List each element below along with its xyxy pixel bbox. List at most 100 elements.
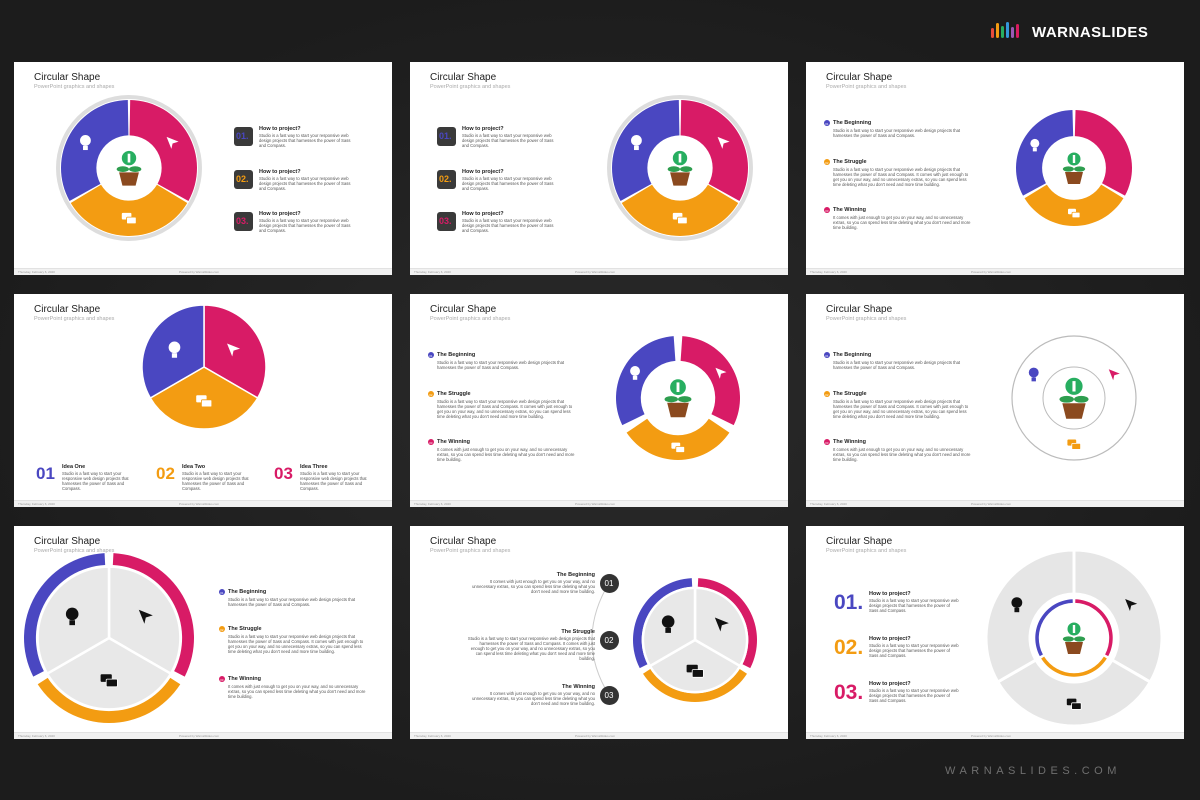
item-number: 01 (825, 353, 829, 358)
footer-credit: Powered by WarnaSlides.com (575, 502, 616, 507)
segment (626, 418, 730, 460)
item-heading: The Struggle (561, 629, 595, 635)
item-body: Studio is a fast way to start your respo… (228, 597, 356, 607)
plant-leaf (1062, 636, 1074, 642)
item-body: Studio is a fast way to start your respo… (259, 218, 351, 233)
plant-coin-mark (127, 153, 131, 163)
item-heading: The Beginning (228, 589, 267, 595)
plant-leaf (680, 166, 693, 172)
bulb-icon (1011, 597, 1023, 608)
item-number: 03 (274, 464, 293, 483)
segment (1072, 548, 1164, 685)
number-dot: 02 (824, 391, 830, 397)
item-number: 02. (236, 174, 249, 184)
item-number: 02 (429, 392, 433, 397)
item-body: It comes with just enough to get you on … (228, 684, 366, 699)
item-number: 01. (236, 131, 249, 141)
plant-coin-mark (1072, 155, 1076, 163)
slide: Circular Shape PowerPoint graphics and sh… (410, 62, 788, 275)
item-number: 01. (439, 131, 452, 141)
plant-pot (670, 172, 690, 186)
item-body: Studio is a fast way to start your respo… (437, 360, 565, 370)
bulb-icon (630, 366, 640, 376)
plant-leaf (116, 166, 129, 172)
bulb-icon (665, 628, 671, 633)
slide-title: Circular Shape (826, 304, 893, 315)
item-heading: How to project? (259, 211, 301, 217)
cursor-icon (715, 367, 727, 379)
item-body: Studio is a fast way to start your respo… (437, 399, 573, 419)
plant-coin-mark (678, 153, 682, 163)
item-body: Studio is a fast way to start your respo… (259, 133, 351, 148)
bulb-icon (632, 375, 638, 380)
segment (995, 657, 1153, 728)
bulb-icon (634, 145, 639, 151)
cursor-icon (717, 136, 730, 149)
slide-title: Circular Shape (430, 536, 497, 547)
plant-leaf (1059, 395, 1074, 403)
slide-graphic (24, 553, 194, 723)
plant-coin-mark (676, 382, 680, 392)
item-heading: The Beginning (556, 572, 595, 578)
slide-title: Circular Shape (34, 536, 101, 547)
item-body: Studio is a fast way to start your respo… (300, 471, 367, 491)
cursor-icon (1108, 369, 1120, 381)
chat-icon (1071, 702, 1082, 710)
slide-graphic (616, 336, 740, 460)
footer-credit: Powered by WarnaSlides.com (971, 502, 1012, 507)
segment (112, 553, 194, 677)
slide: Circular Shape PowerPoint graphics and sh… (410, 294, 788, 507)
item-body: Studio is a fast way to start your respo… (62, 471, 129, 491)
item-number: 02 (825, 392, 829, 397)
segment (1041, 656, 1107, 677)
brand-logo (991, 22, 1019, 38)
segment (1016, 110, 1074, 196)
item-body: Studio is a fast way to start your respo… (228, 634, 364, 654)
number-box: 02. (234, 170, 253, 189)
bulb-icon (171, 353, 178, 358)
item-number: 03 (825, 208, 829, 213)
item-body: It comes with just enough to get you on … (472, 579, 595, 594)
number-circle: 03 (600, 686, 619, 705)
item-body: It comes with just enough to get you on … (437, 447, 575, 462)
item-heading: The Struggle (833, 391, 867, 397)
segment (984, 548, 1076, 685)
item-number: 03. (834, 681, 864, 704)
slide: Circular Shape PowerPoint graphics and sh… (806, 526, 1184, 739)
number-dot: 03 (219, 676, 225, 682)
item-heading: How to project? (462, 126, 504, 132)
footer-date: Thursday, February 6, 2020 (18, 734, 55, 739)
slide: Circular Shape PowerPoint graphics and sh… (14, 526, 392, 739)
segment (680, 100, 748, 201)
footer-credit: Powered by WarnaSlides.com (575, 734, 616, 739)
bulb-icon (1028, 367, 1039, 378)
slide-footer: Thursday, February 6, 2020 Powered by War… (806, 500, 1184, 507)
item-heading: The Winning (833, 207, 866, 213)
item-body: It comes with just enough to get you on … (472, 691, 595, 706)
slide-subtitle: PowerPoint graphics and shapes (826, 548, 907, 554)
cursor-icon (227, 343, 241, 357)
item-body: Studio is a fast way to start your respo… (462, 176, 554, 191)
slide-title: Circular Shape (430, 304, 497, 315)
outer-ring (607, 95, 753, 241)
item-heading: How to project? (259, 169, 301, 175)
plant-leaf (1074, 636, 1086, 642)
number-box: 01. (234, 127, 253, 146)
slide-title: Circular Shape (430, 72, 497, 83)
item-number: 01 (220, 590, 224, 595)
item-heading: The Winning (833, 439, 866, 445)
slide-title: Circular Shape (34, 72, 101, 83)
segment (643, 669, 747, 702)
slide-subtitle: PowerPoint graphics and shapes (430, 84, 511, 90)
slide: Circular Shape PowerPoint graphics and sh… (14, 62, 392, 275)
cursor-icon (166, 136, 179, 149)
number-dot: 01 (824, 352, 830, 358)
item-body: Studio is a fast way to start your respo… (467, 636, 595, 661)
chat-icon (691, 669, 704, 678)
slide: Circular Shape PowerPoint graphics and sh… (14, 294, 392, 507)
number-box: 03. (437, 212, 456, 231)
segment (616, 336, 676, 426)
item-heading: The Beginning (833, 120, 872, 126)
plant-leaf (678, 396, 692, 403)
brand-name: WARNASLIDES (1032, 24, 1149, 41)
